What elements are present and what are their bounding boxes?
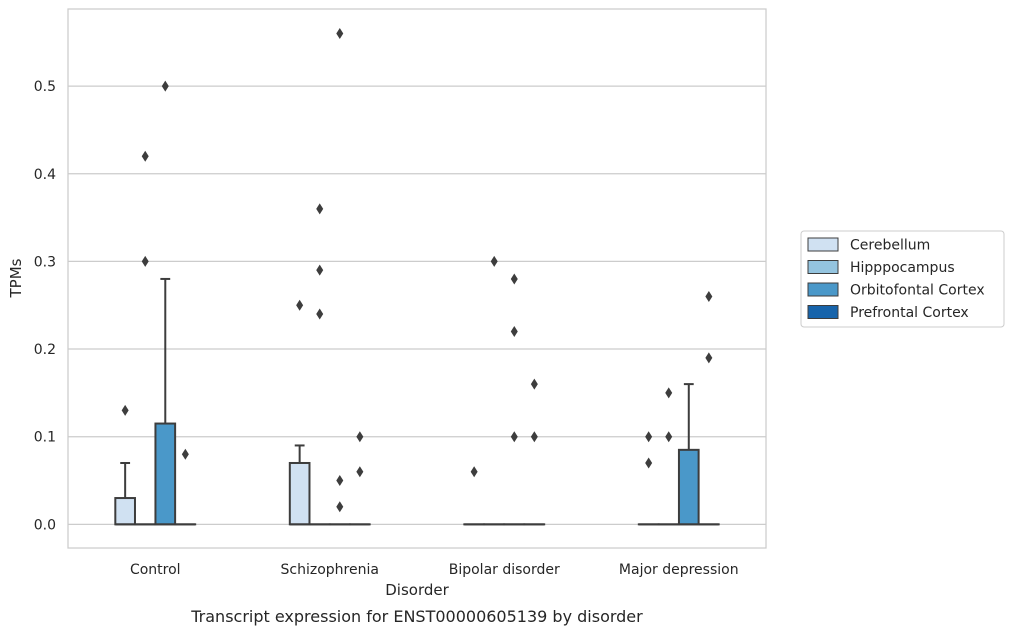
box-body xyxy=(677,448,700,526)
box xyxy=(134,150,157,526)
outlier-point xyxy=(181,448,189,460)
outlier-point xyxy=(316,308,324,320)
y-axis-title: TPMs xyxy=(7,258,25,298)
outlier-point xyxy=(530,431,538,443)
y-tick-label: 0.0 xyxy=(34,517,56,533)
box xyxy=(308,203,331,526)
y-tick-label: 0.4 xyxy=(34,167,56,183)
outlier-point xyxy=(296,299,304,311)
outlier-point xyxy=(665,431,673,443)
y-tick-label: 0.3 xyxy=(34,254,56,270)
outlier-point xyxy=(510,431,518,443)
outlier-point xyxy=(336,475,344,487)
box xyxy=(349,431,371,526)
outlier-point xyxy=(530,378,538,390)
outlier-point xyxy=(161,80,169,92)
box xyxy=(114,404,136,526)
outlier-point xyxy=(470,466,478,478)
x-tick-label: Schizophrenia xyxy=(281,562,379,578)
legend: Cerebellum Hipppocampus Orbitofontal Corte… xyxy=(800,230,1005,328)
y-tick-label: 0.5 xyxy=(34,79,56,95)
outlier-point xyxy=(490,255,498,267)
outlier-point xyxy=(705,290,713,302)
legend-frame xyxy=(800,230,1005,328)
box-body xyxy=(154,422,177,526)
legend-swatch xyxy=(807,305,839,319)
box-body xyxy=(288,461,311,526)
box xyxy=(698,290,720,526)
outlier-point xyxy=(141,255,149,267)
x-tick-label: Major depression xyxy=(619,562,739,578)
legend-swatch xyxy=(807,260,839,274)
box xyxy=(288,299,311,526)
y-tick-label: 0.1 xyxy=(34,430,56,446)
outlier-point xyxy=(510,273,518,285)
box xyxy=(677,383,700,526)
x-axis-title: Disorder xyxy=(385,581,449,599)
outlier-point xyxy=(316,203,324,215)
boxes xyxy=(114,28,720,526)
box xyxy=(503,273,526,526)
legend-label: Cerebellum xyxy=(850,238,930,254)
y-tick-label: 0.2 xyxy=(34,342,56,358)
x-tick-labels: Control Schizophrenia Bipolar disorder Majo… xyxy=(130,562,739,578)
outlier-point xyxy=(316,264,324,276)
plot-area xyxy=(67,8,767,549)
outlier-point xyxy=(705,352,713,364)
legend-label: Hipppocampus xyxy=(850,260,955,276)
box xyxy=(174,448,197,526)
box-body xyxy=(114,497,136,526)
chart-caption: Transcript expression for ENST0000060513… xyxy=(190,607,643,626)
outlier-point xyxy=(645,431,653,443)
outlier-point xyxy=(356,431,364,443)
legend-label: Orbitofontal Cortex xyxy=(850,283,985,299)
legend-label: Prefrontal Cortex xyxy=(850,305,969,321)
y-tick-labels: 0.0 0.1 0.2 0.3 0.4 0.5 xyxy=(34,79,56,533)
outlier-point xyxy=(665,387,673,399)
box xyxy=(154,80,177,526)
outlier-point xyxy=(336,28,344,40)
outlier-point xyxy=(510,326,518,338)
outlier-point xyxy=(141,150,149,162)
outlier-point xyxy=(356,466,364,478)
x-tick-label: Control xyxy=(130,562,181,578)
box xyxy=(328,28,351,526)
outlier-point xyxy=(336,501,344,513)
box xyxy=(523,378,546,526)
outlier-point xyxy=(121,404,129,416)
outlier-point xyxy=(645,457,653,469)
x-tick-label: Bipolar disorder xyxy=(449,562,560,578)
legend-swatch xyxy=(807,282,839,297)
legend-swatch xyxy=(807,237,839,252)
box xyxy=(657,387,680,526)
